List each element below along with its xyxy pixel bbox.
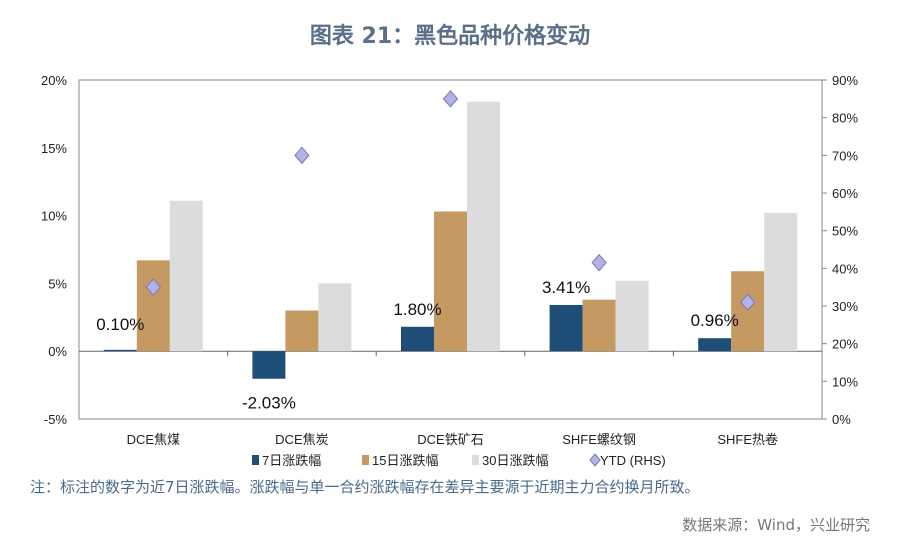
bar-1 <box>549 304 583 352</box>
bar-3 <box>169 200 203 352</box>
left-tick-label: 5% <box>48 276 67 291</box>
category-label: DCE铁矿石 <box>417 432 483 447</box>
chart-title: 图表 21：黑色品种价格变动 <box>309 24 591 49</box>
right-tick-label: 60% <box>832 186 858 201</box>
left-tick-label: 20% <box>41 73 67 88</box>
bar-1 <box>103 349 137 352</box>
bar-3 <box>615 280 649 352</box>
right-tick-label: 20% <box>832 337 858 352</box>
right-tick-label: 0% <box>832 412 851 427</box>
category-label: SHFE热卷 <box>717 432 778 447</box>
data-label: 0.10% <box>96 315 144 334</box>
source-note: 数据来源：Wind，兴业研究 <box>682 516 870 534</box>
category-label: DCE焦煤 <box>127 432 180 447</box>
right-tick-label: 90% <box>832 73 858 88</box>
bar-1 <box>252 351 286 379</box>
right-tick-label: 30% <box>832 299 858 314</box>
bar-2 <box>285 310 319 352</box>
data-label: 1.80% <box>393 300 441 319</box>
legend-marker-diamond <box>589 453 601 467</box>
ytd-marker <box>591 253 607 272</box>
legend-swatch <box>252 455 259 465</box>
footnote: 注：标注的数字为近7日涨跌幅。涨跌幅与单一合约涨跌幅存在差异主要源于近期主力合约… <box>30 478 700 496</box>
legend-label: 15日涨跌幅 <box>372 453 438 468</box>
bar-3 <box>467 101 500 352</box>
bar-2 <box>582 299 616 352</box>
legend-label: YTD (RHS) <box>600 453 666 468</box>
ytd-marker <box>740 293 756 311</box>
left-tick-label: -5% <box>44 412 68 427</box>
legend-swatch <box>362 455 369 465</box>
ytd-marker <box>442 90 459 108</box>
data-label: -2.03% <box>242 394 296 413</box>
ytd-marker <box>294 146 310 165</box>
right-tick-label: 40% <box>832 261 858 276</box>
ytd-marker <box>145 278 161 296</box>
chart: -5% 0% 5% 10% 15% 20% 0% 10% 20% 30% 40% 50% 60% 70% 8… <box>41 73 858 468</box>
category-label: SHFE螺纹钢 <box>562 432 636 447</box>
bar-2 <box>434 211 467 352</box>
right-tick-label: 80% <box>832 111 858 126</box>
data-label: 0.96% <box>691 311 739 330</box>
category-label: DCE焦炭 <box>275 432 328 447</box>
plot-frame <box>78 79 823 420</box>
left-tick-label: 0% <box>48 344 67 359</box>
bar-2 <box>136 260 170 352</box>
legend-label: 7日涨跌幅 <box>262 453 321 468</box>
right-tick-label: 50% <box>832 224 858 239</box>
bar-3 <box>318 283 352 352</box>
right-tick-label: 10% <box>832 374 858 389</box>
left-tick-label: 10% <box>41 209 67 224</box>
legend-label: 30日涨跌幅 <box>482 453 548 468</box>
left-tick-label: 15% <box>41 141 67 156</box>
bar-2 <box>731 271 765 352</box>
right-tick-label: 70% <box>832 148 858 163</box>
bar-1 <box>698 338 732 352</box>
data-label: 3.41% <box>542 278 590 297</box>
bar-1 <box>401 326 434 352</box>
bar-3 <box>764 212 798 352</box>
legend-swatch <box>472 455 479 465</box>
